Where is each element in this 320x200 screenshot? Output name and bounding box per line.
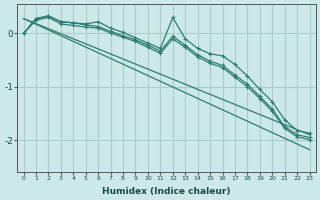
X-axis label: Humidex (Indice chaleur): Humidex (Indice chaleur) [102, 187, 231, 196]
